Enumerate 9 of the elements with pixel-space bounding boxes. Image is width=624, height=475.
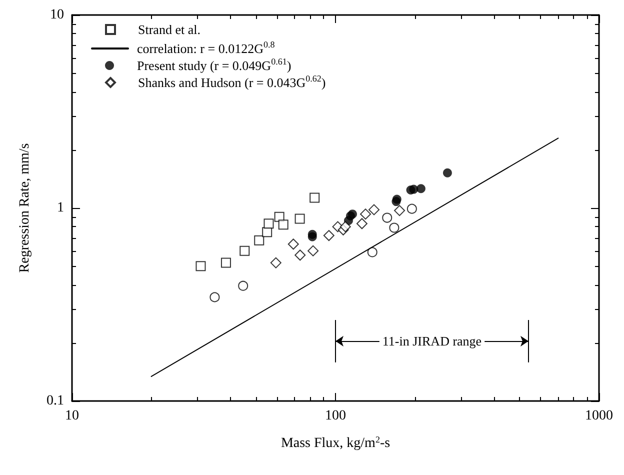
y-tick-label: 1 xyxy=(57,200,64,216)
annotation: 11-in JIRAD range xyxy=(382,334,482,349)
y-tick-label: 0.1 xyxy=(46,394,64,408)
x-tick-label: 10 xyxy=(65,408,79,424)
x-tick-label: 1000 xyxy=(585,408,613,424)
x-tick-label: 100 xyxy=(325,408,346,424)
y-axis-title: Regression Rate, mm/s xyxy=(18,143,32,273)
legend-label: Strand et al. xyxy=(138,22,200,37)
y-tick-label: 10 xyxy=(50,8,64,22)
